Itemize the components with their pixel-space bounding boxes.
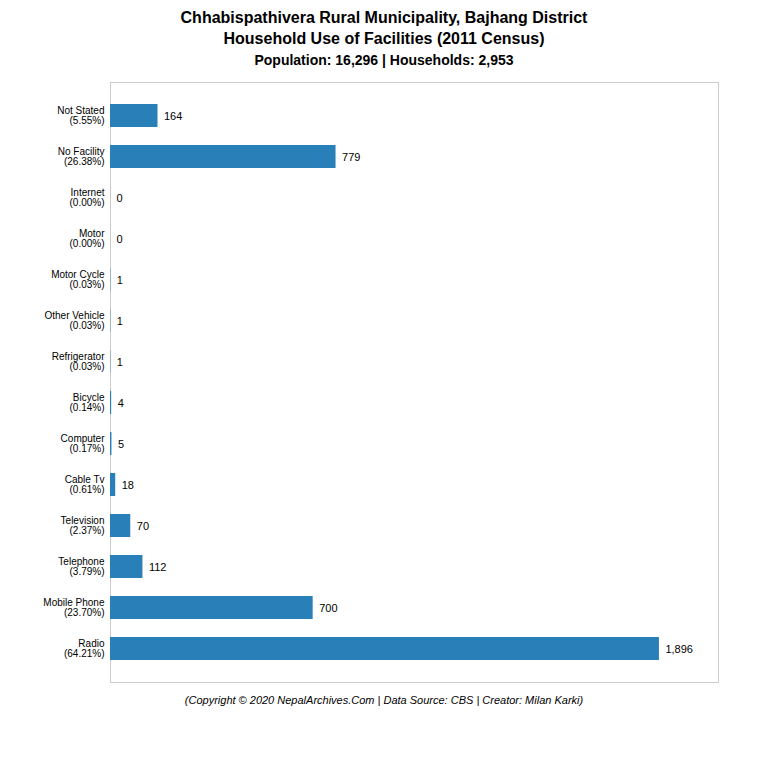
svg-text:Television(2.37%): Television(2.37%) [61,515,105,536]
svg-text:Refrigerator(0.03%): Refrigerator(0.03%) [52,351,105,372]
svg-text:Bicycle(0.14%): Bicycle(0.14%) [69,392,104,413]
svg-text:18: 18 [122,478,134,490]
svg-text:70: 70 [137,519,149,531]
svg-text:1: 1 [117,273,123,285]
svg-text:4: 4 [118,396,124,408]
svg-text:Motor(0.00%): Motor(0.00%) [69,228,105,249]
svg-text:700: 700 [319,601,337,613]
svg-text:Mobile Phone(23.70%): Mobile Phone(23.70%) [43,597,105,618]
svg-text:Not Stated(5.55%): Not Stated(5.55%) [57,105,104,126]
svg-text:164: 164 [164,109,182,121]
svg-text:0: 0 [117,232,123,244]
svg-text:1: 1 [117,355,123,367]
svg-text:Cable Tv(0.61%): Cable Tv(0.61%) [65,474,105,495]
svg-text:Motor Cycle(0.03%): Motor Cycle(0.03%) [51,269,105,290]
svg-text:Computer(0.17%): Computer(0.17%) [61,433,106,454]
html-text:Population: 16,296 | Household: Population: 16,296 | Households: 2,953 [254,51,514,68]
svg-text:5: 5 [118,437,124,449]
svg-text:Telephone(3.79%): Telephone(3.79%) [58,556,105,577]
svg-text:1: 1 [117,314,123,326]
html-text:(Copyright © 2020 NepalArchive: (Copyright © 2020 NepalArchives.Com | Da… [184,693,584,706]
svg-text:Radio(64.21%): Radio(64.21%) [64,638,105,659]
svg-text:112: 112 [149,560,167,572]
svg-text:No Facility(26.38%): No Facility(26.38%) [58,146,105,167]
svg-text:Other Vehicle(0.03%): Other Vehicle(0.03%) [44,310,104,331]
svg-text:0: 0 [117,191,123,203]
svg-text:Internet(0.00%): Internet(0.00%) [69,187,104,208]
svg-text:779: 779 [342,150,360,162]
html-text:Chhabispathivera Rural Municip: Chhabispathivera Rural Municipality, Baj… [180,9,588,47]
svg-text:1,896: 1,896 [665,642,693,654]
